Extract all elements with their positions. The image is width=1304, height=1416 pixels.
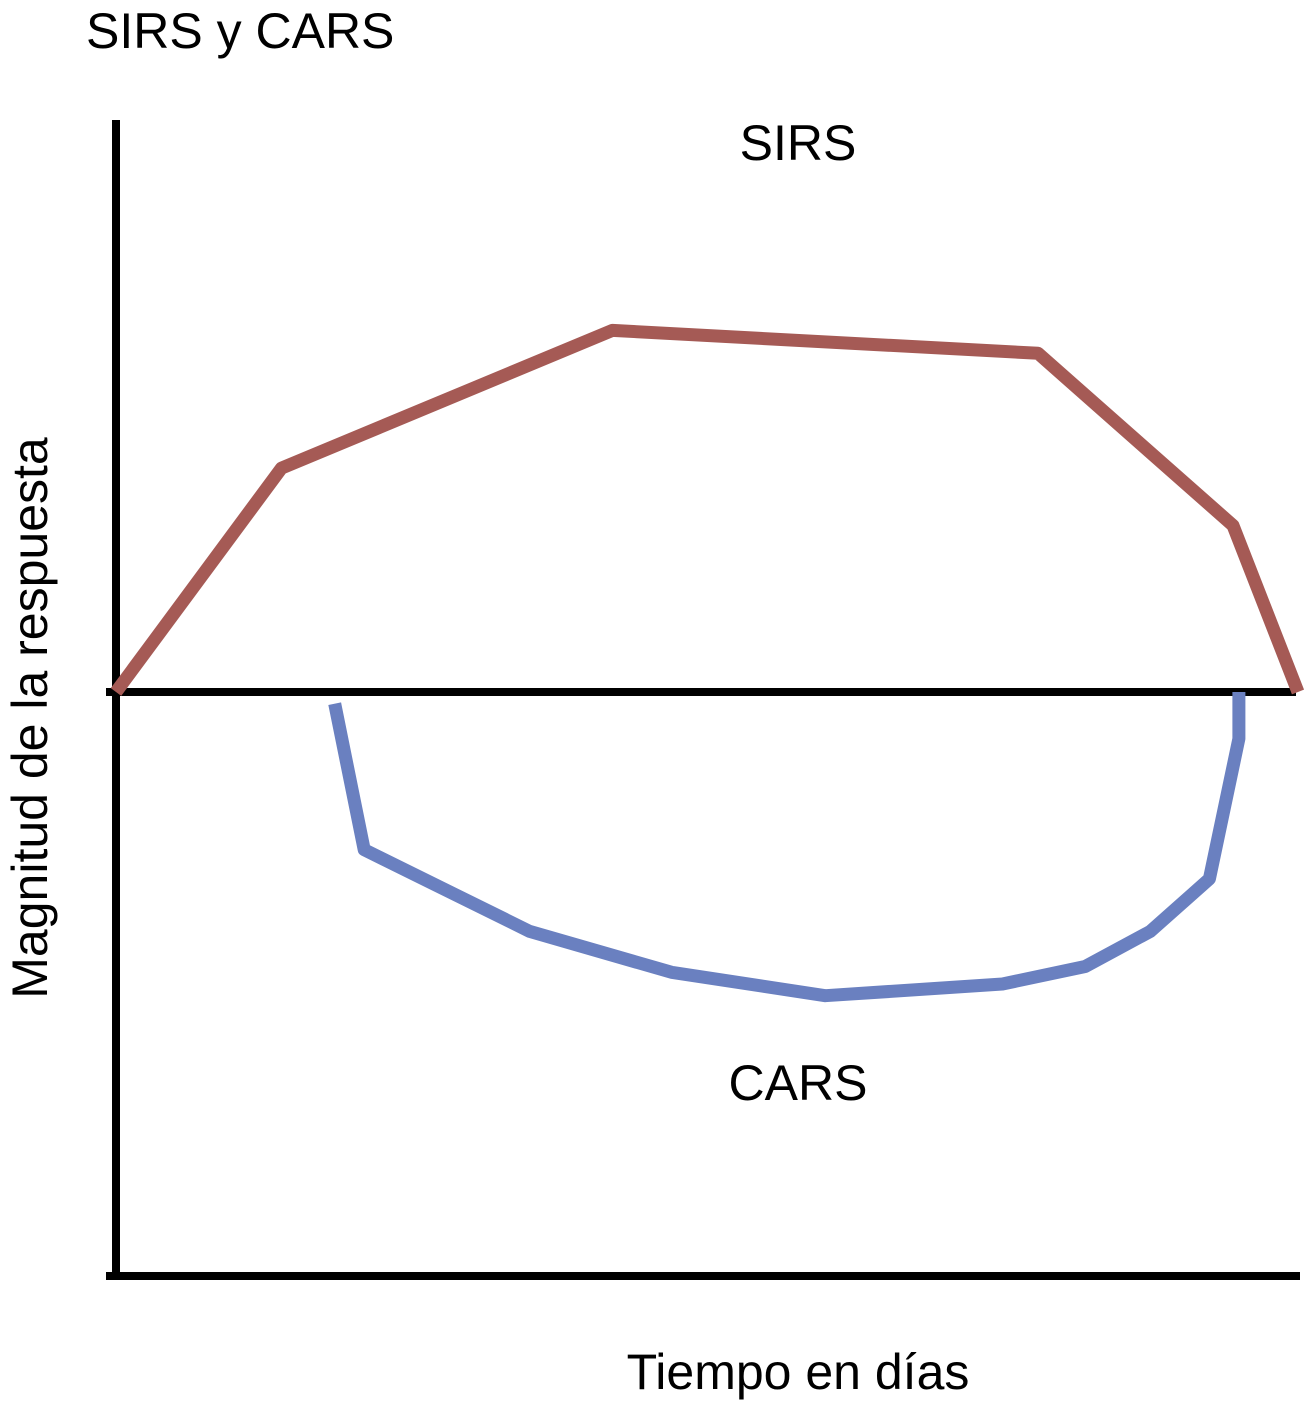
series-line-sirs [110,323,1304,696]
series-line-cars [328,692,1246,1003]
chart-title: SIRS y CARS [86,3,395,59]
series-label-sirs: SIRS [739,115,857,171]
axes [106,120,1300,1280]
series-label-cars: CARS [728,1055,868,1111]
series-layer [110,323,1304,1003]
x-axis-label: Tiempo en días [626,1344,970,1400]
